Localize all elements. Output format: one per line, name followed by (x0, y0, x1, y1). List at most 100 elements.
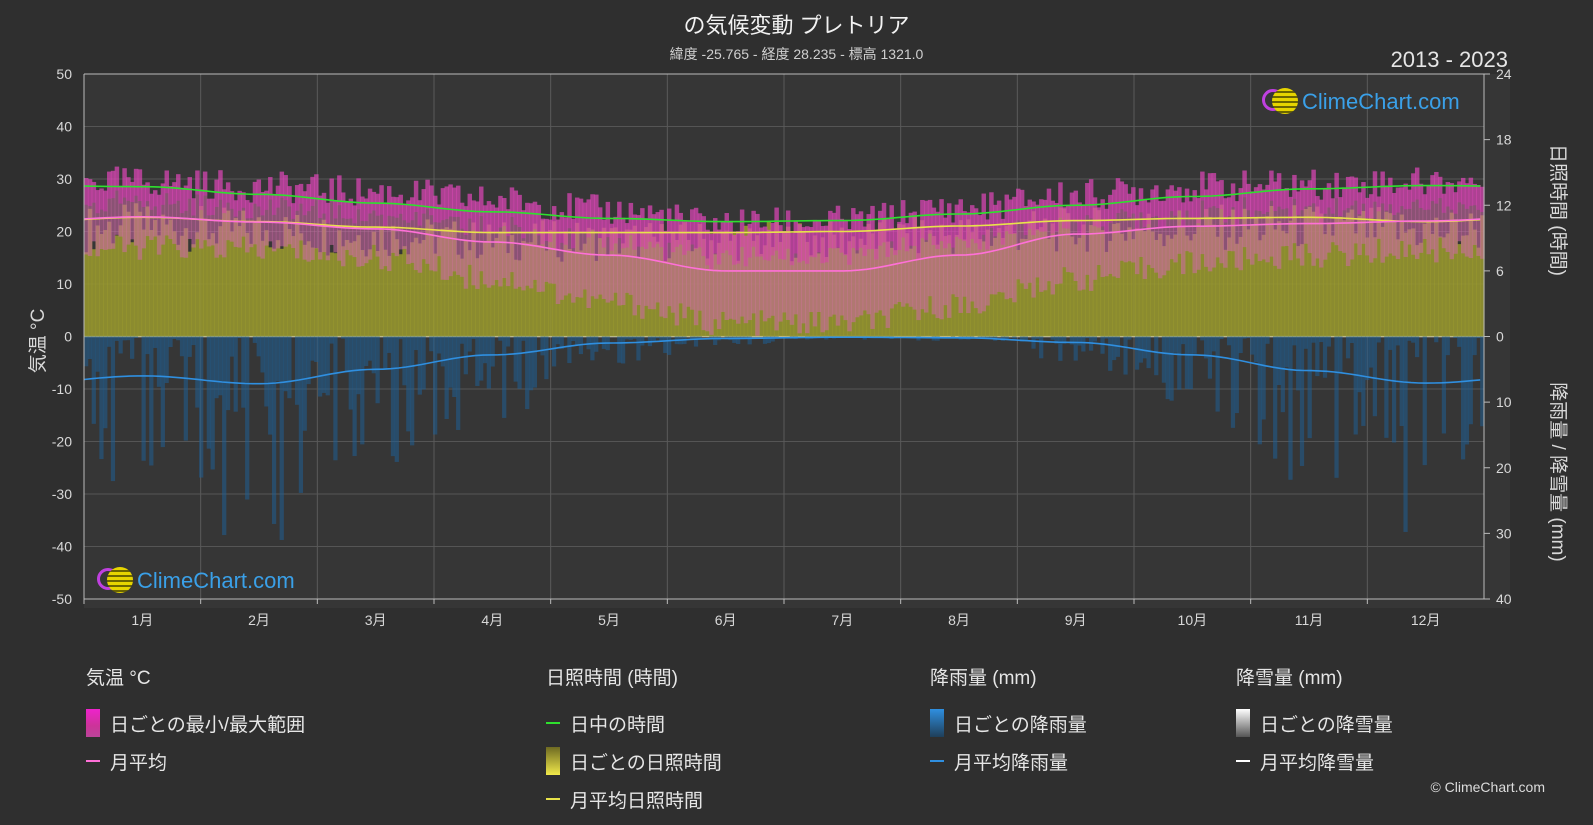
temp-range-bar (1204, 189, 1209, 267)
temp-range-bar (95, 190, 100, 257)
temp-range-top (183, 185, 189, 211)
temp-range-bar (440, 188, 446, 280)
temp-range-top (1085, 183, 1090, 216)
temp-range-bar (417, 200, 423, 273)
temp-range-top (947, 203, 952, 244)
rain-bar (1361, 336, 1366, 426)
rain-bar (1261, 336, 1266, 420)
temp-range-bar (709, 233, 714, 335)
sunshine-bar (1165, 235, 1171, 337)
temp-range-top (256, 179, 262, 207)
temp-range-bar (1215, 181, 1220, 258)
temp-range-bar (908, 212, 914, 307)
temp-range-bar (291, 203, 296, 249)
swatch-sun-mean (546, 798, 560, 800)
temp-range-bar (268, 177, 273, 242)
temp-range-top (536, 204, 542, 236)
temp-range-top (1315, 196, 1320, 218)
temp-range-bar (636, 215, 641, 306)
temp-range-bar (866, 214, 871, 315)
swatch-rain-daily (930, 709, 944, 737)
temp-range-bar (490, 204, 496, 286)
temp-range-bar (939, 199, 944, 320)
sunshine-bar (1307, 206, 1312, 337)
temp-range-bar (1157, 201, 1163, 279)
temp-range-top (122, 168, 127, 198)
temp-range-top (137, 169, 143, 202)
logo-bottom[interactable]: ClimeChart.com (97, 567, 295, 595)
rain-bar (1311, 336, 1316, 343)
rain-bar (406, 336, 411, 432)
x-tick-label: 7月 (831, 612, 853, 628)
sunshine-bar (1246, 229, 1251, 337)
sunshine-bar (210, 233, 216, 337)
temp-range-top (736, 231, 741, 264)
y-axis-label-right-sun: 日照時間 (時間) (1547, 144, 1569, 276)
temp-range-bar (233, 200, 239, 247)
temp-range-top (651, 214, 657, 248)
rain-bar (360, 336, 365, 445)
temp-range-top (912, 211, 917, 246)
temp-range-bar (1115, 178, 1121, 278)
sunshine-bar (544, 250, 549, 337)
temp-range-top (743, 235, 749, 267)
legend-temp-header: 気温 °C (86, 668, 151, 689)
temp-range-top (1338, 197, 1343, 217)
temp-range-bar (218, 170, 223, 255)
temp-range-top (417, 200, 423, 226)
temp-range-bar (406, 200, 411, 265)
temp-range-top (1123, 184, 1128, 212)
temp-range-bar (548, 219, 553, 284)
temp-range-top (785, 210, 791, 249)
temp-range-top (1242, 170, 1247, 198)
temp-range-top (1019, 189, 1025, 223)
legend-sun: 日照時間 (時間) 日中の時間 日ごとの日照時間 月平均日照時間 (546, 663, 722, 818)
temp-range-bar (517, 194, 522, 287)
temp-range-top (889, 205, 894, 242)
rain-bar (528, 336, 534, 391)
temp-range-bar (605, 201, 611, 303)
temp-range-top (176, 174, 181, 201)
rain-bar (463, 336, 468, 375)
rain-bar (1039, 336, 1044, 359)
sunshine-bar (1035, 229, 1040, 337)
temp-range-bar (1288, 196, 1293, 261)
sunshine-bar (352, 241, 357, 337)
temp-range-bar (1111, 189, 1117, 277)
rain-bar (260, 336, 265, 373)
rain-bar (559, 336, 564, 350)
temp-range-bar (1303, 186, 1309, 244)
temp-range-bar (1315, 196, 1320, 259)
temp-range-top (379, 185, 384, 215)
logo-top[interactable]: ClimeChart.com (1262, 88, 1460, 116)
sunshine-bar (218, 226, 223, 337)
sunshine-bar (133, 203, 139, 337)
sunshine-bar (1123, 240, 1128, 337)
temp-range-top (248, 202, 254, 219)
sunshine-bar (1476, 247, 1481, 337)
rain-bar (268, 336, 273, 435)
temp-range-top (356, 178, 361, 210)
rain-bar (402, 336, 407, 386)
rain-bar (306, 336, 311, 385)
temp-range-top (966, 212, 971, 248)
temp-range-top (797, 224, 802, 263)
temp-range-bar (831, 212, 837, 315)
rain-bar (1058, 336, 1063, 361)
y-tick-label-left: -40 (52, 539, 72, 555)
temp-range-top (317, 195, 323, 219)
sunshine-bar (1361, 211, 1366, 337)
sunshine-bar (1460, 235, 1466, 337)
rain-bar (502, 336, 507, 418)
rain-bar (1276, 336, 1282, 386)
y-tick-label-left: -20 (52, 434, 72, 450)
rain-bar (352, 336, 357, 457)
temp-range-top (1334, 172, 1339, 199)
temp-range-bar (931, 207, 937, 315)
temp-range-top (996, 200, 1002, 233)
legend-temp-mean: 月平均 (86, 742, 305, 780)
temp-range-top (954, 204, 960, 237)
legend-temp-range: 日ごとの最小/最大範囲 (86, 704, 305, 742)
temp-range-top (1457, 181, 1462, 203)
y-tick-label-right-sun: 6 (1496, 263, 1504, 279)
